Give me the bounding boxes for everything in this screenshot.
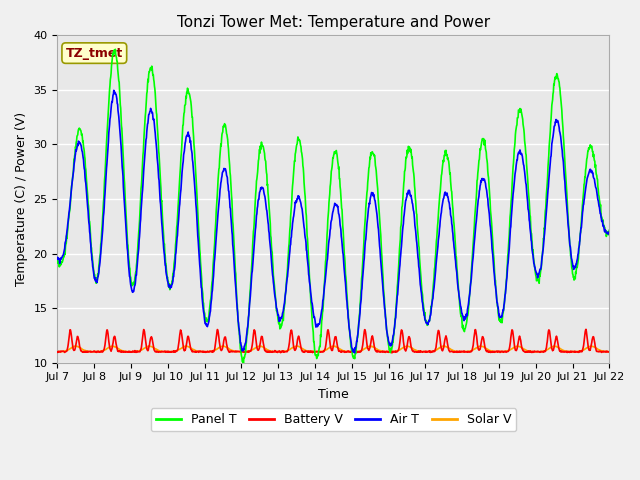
Legend: Panel T, Battery V, Air T, Solar V: Panel T, Battery V, Air T, Solar V <box>150 408 516 431</box>
X-axis label: Time: Time <box>318 388 349 401</box>
Panel T <box>54 258 61 264</box>
Air T <box>351 350 358 356</box>
Text: TZ_tmet: TZ_tmet <box>66 47 123 60</box>
Air T <box>177 190 184 196</box>
Air T <box>492 287 500 292</box>
Line: Panel T: Panel T <box>58 49 609 365</box>
Solar V <box>541 348 548 354</box>
Battery V <box>605 349 613 355</box>
Title: Tonzi Tower Met: Temperature and Power: Tonzi Tower Met: Temperature and Power <box>177 15 490 30</box>
Panel T <box>111 47 119 52</box>
Panel T <box>239 362 247 368</box>
Panel T <box>163 275 171 281</box>
Y-axis label: Temperature (C) / Power (V): Temperature (C) / Power (V) <box>15 112 28 286</box>
Panel T <box>239 359 246 364</box>
Panel T <box>605 227 613 233</box>
Air T <box>110 87 118 93</box>
Air T <box>541 231 548 237</box>
Solar V <box>239 349 246 355</box>
Panel T <box>541 226 548 232</box>
Solar V <box>145 343 153 349</box>
Solar V <box>492 348 499 354</box>
Air T <box>420 309 428 315</box>
Battery V <box>582 326 590 332</box>
Solar V <box>496 349 504 355</box>
Solar V <box>605 349 613 355</box>
Panel T <box>420 305 428 311</box>
Battery V <box>238 349 246 355</box>
Battery V <box>419 349 427 355</box>
Air T <box>605 229 613 235</box>
Solar V <box>54 349 61 355</box>
Panel T <box>177 163 184 168</box>
Air T <box>163 275 171 281</box>
Line: Battery V: Battery V <box>58 329 609 353</box>
Battery V <box>492 349 499 355</box>
Battery V <box>540 348 548 354</box>
Battery V <box>54 349 61 355</box>
Panel T <box>492 287 500 293</box>
Line: Air T: Air T <box>58 90 609 353</box>
Line: Solar V: Solar V <box>58 346 609 352</box>
Battery V <box>388 350 396 356</box>
Air T <box>54 254 61 260</box>
Solar V <box>419 349 427 355</box>
Battery V <box>176 329 184 335</box>
Air T <box>239 347 246 353</box>
Battery V <box>163 348 171 354</box>
Solar V <box>163 349 171 355</box>
Solar V <box>177 346 184 352</box>
